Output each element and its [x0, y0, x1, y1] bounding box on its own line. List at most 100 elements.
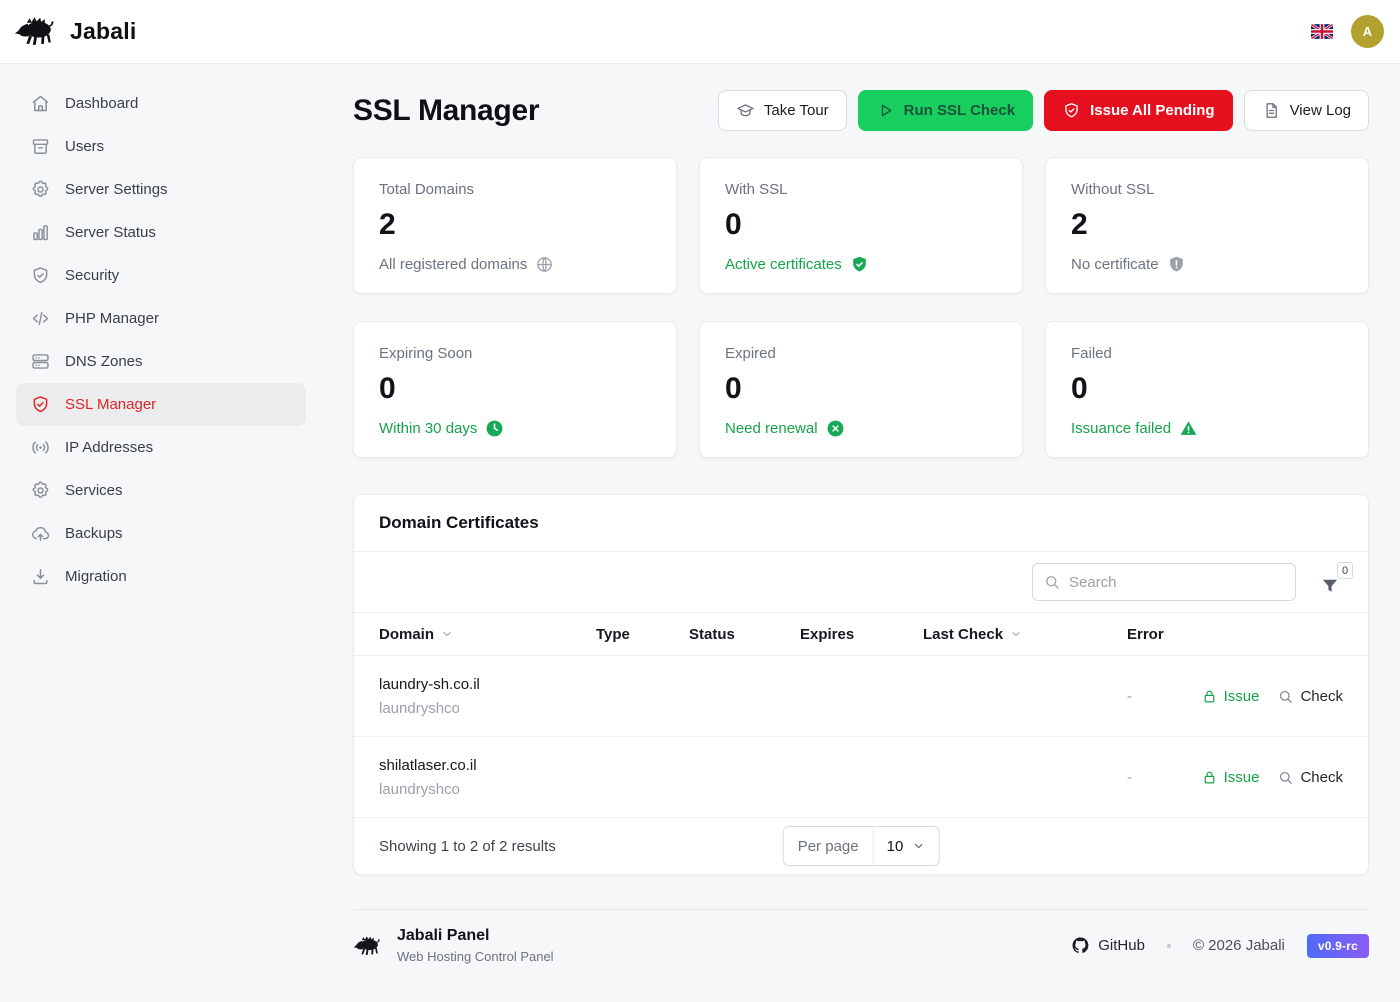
- sidebar-item-dns-zones[interactable]: DNS Zones: [16, 340, 306, 383]
- sidebar-item-label: Services: [65, 482, 123, 499]
- issue-button[interactable]: Issue: [1201, 769, 1259, 786]
- globe-icon: [535, 255, 554, 274]
- cloud-upload-icon: [30, 523, 51, 544]
- per-page-label: Per page: [797, 837, 859, 855]
- per-page-select[interactable]: 10: [872, 827, 939, 865]
- view-log-button[interactable]: View Log: [1243, 90, 1369, 131]
- sidebar-item-backups[interactable]: Backups: [16, 512, 306, 555]
- sidebar-item-label: Dashboard: [65, 95, 139, 112]
- sidebar: Dashboard Users Server Settings Server S…: [0, 64, 322, 1002]
- sidebar-item-label: Migration: [65, 568, 127, 585]
- domain-cell: shilatlaser.co.il laundryshco: [379, 756, 477, 798]
- stat-sub-label: All registered domains: [379, 256, 528, 273]
- bar-chart-icon: [30, 222, 51, 243]
- sidebar-item-label: Server Status: [65, 224, 156, 241]
- clock-solid-icon: [485, 419, 504, 438]
- stat-card-expiring-soon: Expiring Soon 0 Within 30 days: [353, 321, 677, 458]
- dot-separator: [1166, 943, 1171, 948]
- stat-sub-label: Issuance failed: [1071, 420, 1172, 437]
- domain-certificates-panel: Domain Certificates 0 Domain Type Status: [353, 494, 1369, 875]
- search-box: [1032, 563, 1296, 601]
- home-icon: [30, 93, 51, 114]
- check-button[interactable]: Check: [1277, 769, 1343, 786]
- filter-button[interactable]: 0: [1320, 562, 1353, 596]
- shield-check-solid-icon: [850, 255, 869, 274]
- column-header-last-check[interactable]: Last Check: [923, 626, 1127, 643]
- search-icon: [1277, 688, 1294, 705]
- column-header-type: Type: [596, 625, 630, 643]
- document-icon: [1262, 101, 1281, 120]
- sidebar-item-ip-addresses[interactable]: IP Addresses: [16, 426, 306, 469]
- search-input[interactable]: [1032, 563, 1296, 601]
- page-footer: Jabali Panel Web Hosting Control Panel G…: [353, 909, 1369, 964]
- sidebar-item-label: Backups: [65, 525, 123, 542]
- copyright: © 2026 Jabali: [1192, 937, 1285, 954]
- user-avatar[interactable]: A: [1351, 15, 1384, 48]
- table-row: laundry-sh.co.il laundryshco - Issue Che…: [354, 656, 1368, 737]
- take-tour-button[interactable]: Take Tour: [717, 90, 847, 131]
- stat-sub-label: Need renewal: [725, 420, 818, 437]
- sidebar-item-migration[interactable]: Migration: [16, 555, 306, 598]
- chevron-down-icon: [911, 839, 925, 853]
- chevron-down-icon: [440, 627, 454, 641]
- sidebar-item-dashboard[interactable]: Dashboard: [16, 82, 306, 125]
- footer-brand: Jabali Panel: [397, 927, 490, 944]
- graduation-cap-icon: [736, 101, 755, 120]
- filter-count-badge: 0: [1337, 562, 1353, 579]
- server-icon: [30, 351, 51, 372]
- warning-solid-icon: [1179, 419, 1198, 438]
- run-ssl-check-button[interactable]: Run SSL Check: [857, 90, 1034, 131]
- brand-logo[interactable]: Jabali: [14, 15, 136, 48]
- issue-all-pending-button[interactable]: Issue All Pending: [1044, 90, 1233, 131]
- shield-check-icon: [1062, 101, 1081, 120]
- sidebar-item-server-settings[interactable]: Server Settings: [16, 168, 306, 211]
- sidebar-item-label: DNS Zones: [65, 353, 143, 370]
- issue-button[interactable]: Issue: [1201, 688, 1259, 705]
- page-actions: Take Tour Run SSL Check Issue All Pendin…: [717, 90, 1369, 131]
- github-link[interactable]: GitHub: [1071, 936, 1145, 955]
- sidebar-item-label: Server Settings: [65, 181, 168, 198]
- search-icon: [1043, 573, 1061, 591]
- panel-title: Domain Certificates: [354, 495, 1368, 552]
- column-header-error: Error: [1127, 625, 1164, 643]
- sidebar-item-label: PHP Manager: [65, 310, 159, 327]
- sidebar-item-label: SSL Manager: [65, 396, 157, 413]
- header-right: A: [1311, 15, 1384, 48]
- stat-card-total-domains: Total Domains 2 All registered domains: [353, 157, 677, 294]
- sidebar-item-label: IP Addresses: [65, 439, 154, 456]
- table-row: shilatlaser.co.il laundryshco - Issue Ch…: [354, 737, 1368, 818]
- brand-name: Jabali: [70, 18, 137, 44]
- play-icon: [876, 101, 895, 120]
- version-badge: v0.9-rc: [1306, 933, 1369, 958]
- check-button[interactable]: Check: [1277, 688, 1343, 705]
- chevron-down-icon: [1009, 627, 1023, 641]
- error-cell: -: [1127, 768, 1132, 786]
- download-icon: [30, 566, 51, 587]
- stat-cards: Total Domains 2 All registered domains W…: [353, 157, 1369, 458]
- broadcast-icon: [30, 437, 51, 458]
- stat-sub-label: Within 30 days: [379, 420, 478, 437]
- stat-card-expired: Expired 0 Need renewal: [699, 321, 1023, 458]
- sidebar-item-services[interactable]: Services: [16, 469, 306, 512]
- column-header-expires: Expires: [800, 625, 855, 643]
- language-flag-icon[interactable]: [1311, 24, 1333, 39]
- main-content: SSL Manager Take Tour Run SSL Check Issu…: [322, 64, 1400, 1002]
- per-page-control: Per page 10: [782, 826, 940, 866]
- domain-cell: laundry-sh.co.il laundryshco: [379, 675, 480, 717]
- table-toolbar: 0: [354, 552, 1368, 613]
- column-header-status: Status: [689, 625, 735, 643]
- users-icon: [30, 136, 51, 157]
- github-icon: [1071, 936, 1090, 955]
- sidebar-item-php-manager[interactable]: PHP Manager: [16, 297, 306, 340]
- sidebar-item-security[interactable]: Security: [16, 254, 306, 297]
- sidebar-item-server-status[interactable]: Server Status: [16, 211, 306, 254]
- sidebar-item-ssl-manager[interactable]: SSL Manager: [16, 383, 306, 426]
- sidebar-item-users[interactable]: Users: [16, 125, 306, 168]
- results-summary: Showing 1 to 2 of 2 results: [379, 837, 556, 855]
- shield-check-icon: [30, 394, 51, 415]
- top-header: Jabali A: [0, 0, 1400, 64]
- error-cell: -: [1127, 687, 1132, 705]
- lock-icon: [1201, 688, 1218, 705]
- column-header-domain[interactable]: Domain: [379, 626, 596, 643]
- lock-icon: [1201, 769, 1218, 786]
